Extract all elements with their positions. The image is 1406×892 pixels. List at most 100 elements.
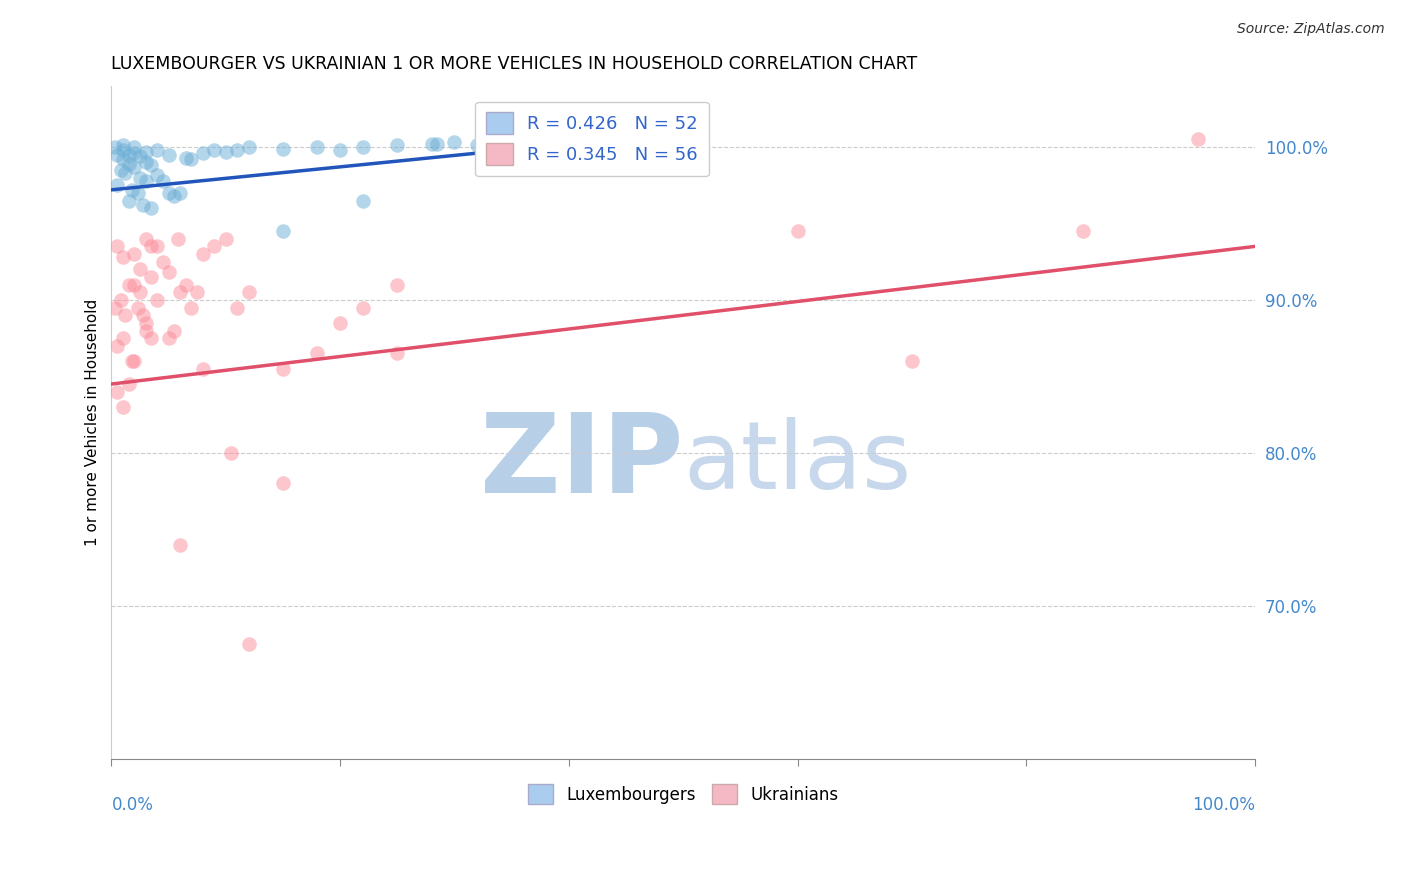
Point [132, 198, 155, 212]
Point [141, 201, 163, 215]
Point [111, 331, 134, 345]
Legend: Luxembourgers, Ukrainians: Luxembourgers, Ukrainians [522, 777, 845, 811]
Point [215, 232, 238, 246]
Point [111, 250, 134, 264]
Point [141, 270, 163, 285]
Point [672, 140, 695, 154]
Point [152, 174, 174, 188]
Point [146, 143, 169, 157]
Point [157, 147, 180, 161]
Point [105, 178, 128, 193]
Point [238, 140, 260, 154]
Point [114, 308, 136, 322]
Point [420, 136, 443, 151]
Point [215, 145, 238, 159]
Point [467, 138, 489, 153]
Point [114, 166, 136, 180]
Point [534, 138, 557, 153]
Point [226, 143, 249, 157]
Point [174, 151, 197, 165]
Text: ZIP: ZIP [479, 409, 683, 516]
Point [221, 446, 243, 460]
Point [129, 285, 152, 300]
Point [135, 232, 157, 246]
Point [132, 308, 155, 322]
Point [387, 138, 409, 153]
Point [127, 301, 149, 315]
Point [307, 346, 329, 360]
Point [124, 277, 146, 292]
Point [129, 170, 152, 185]
Point [1073, 224, 1095, 238]
Point [271, 476, 294, 491]
Point [141, 239, 163, 253]
Point [786, 224, 808, 238]
Point [105, 147, 128, 161]
Point [117, 157, 139, 171]
Point [180, 301, 202, 315]
Point [163, 324, 186, 338]
Point [105, 339, 128, 353]
Point [117, 194, 139, 208]
Point [169, 538, 191, 552]
Point [117, 147, 139, 161]
Point [124, 354, 146, 368]
Point [238, 285, 260, 300]
Point [352, 140, 374, 154]
Point [124, 160, 146, 174]
Point [501, 136, 523, 151]
Point [111, 143, 134, 157]
Point [271, 361, 294, 376]
Point [426, 136, 449, 151]
Point [307, 140, 329, 154]
Point [169, 285, 191, 300]
Point [121, 354, 143, 368]
Point [111, 153, 134, 167]
Point [169, 186, 191, 200]
Y-axis label: 1 or more Vehicles in Household: 1 or more Vehicles in Household [86, 299, 100, 546]
Point [135, 324, 157, 338]
Point [141, 331, 163, 345]
Text: 100.0%: 100.0% [1192, 796, 1256, 814]
Point [124, 247, 146, 261]
Text: Source: ZipAtlas.com: Source: ZipAtlas.com [1237, 22, 1385, 37]
Point [387, 346, 409, 360]
Point [104, 301, 127, 315]
Point [157, 331, 180, 345]
Point [141, 158, 163, 172]
Point [105, 239, 128, 253]
Point [104, 140, 127, 154]
Point [226, 301, 249, 315]
Point [271, 224, 294, 238]
Point [117, 277, 139, 292]
Point [146, 168, 169, 182]
Point [110, 163, 132, 178]
Point [238, 637, 260, 651]
Point [157, 186, 180, 200]
Point [129, 149, 152, 163]
Point [135, 145, 157, 159]
Point [166, 232, 188, 246]
Point [127, 186, 149, 200]
Point [191, 361, 214, 376]
Point [352, 194, 374, 208]
Point [443, 136, 465, 150]
Text: 0.0%: 0.0% [111, 796, 153, 814]
Point [146, 293, 169, 307]
Point [135, 155, 157, 169]
Point [111, 138, 134, 153]
Point [129, 262, 152, 277]
Point [121, 183, 143, 197]
Point [105, 384, 128, 399]
Point [117, 377, 139, 392]
Point [186, 285, 208, 300]
Point [191, 146, 214, 161]
Point [329, 143, 352, 157]
Text: atlas: atlas [683, 417, 911, 508]
Point [180, 153, 202, 167]
Point [124, 140, 146, 154]
Point [191, 247, 214, 261]
Point [352, 301, 374, 315]
Point [901, 354, 924, 368]
Point [271, 141, 294, 155]
